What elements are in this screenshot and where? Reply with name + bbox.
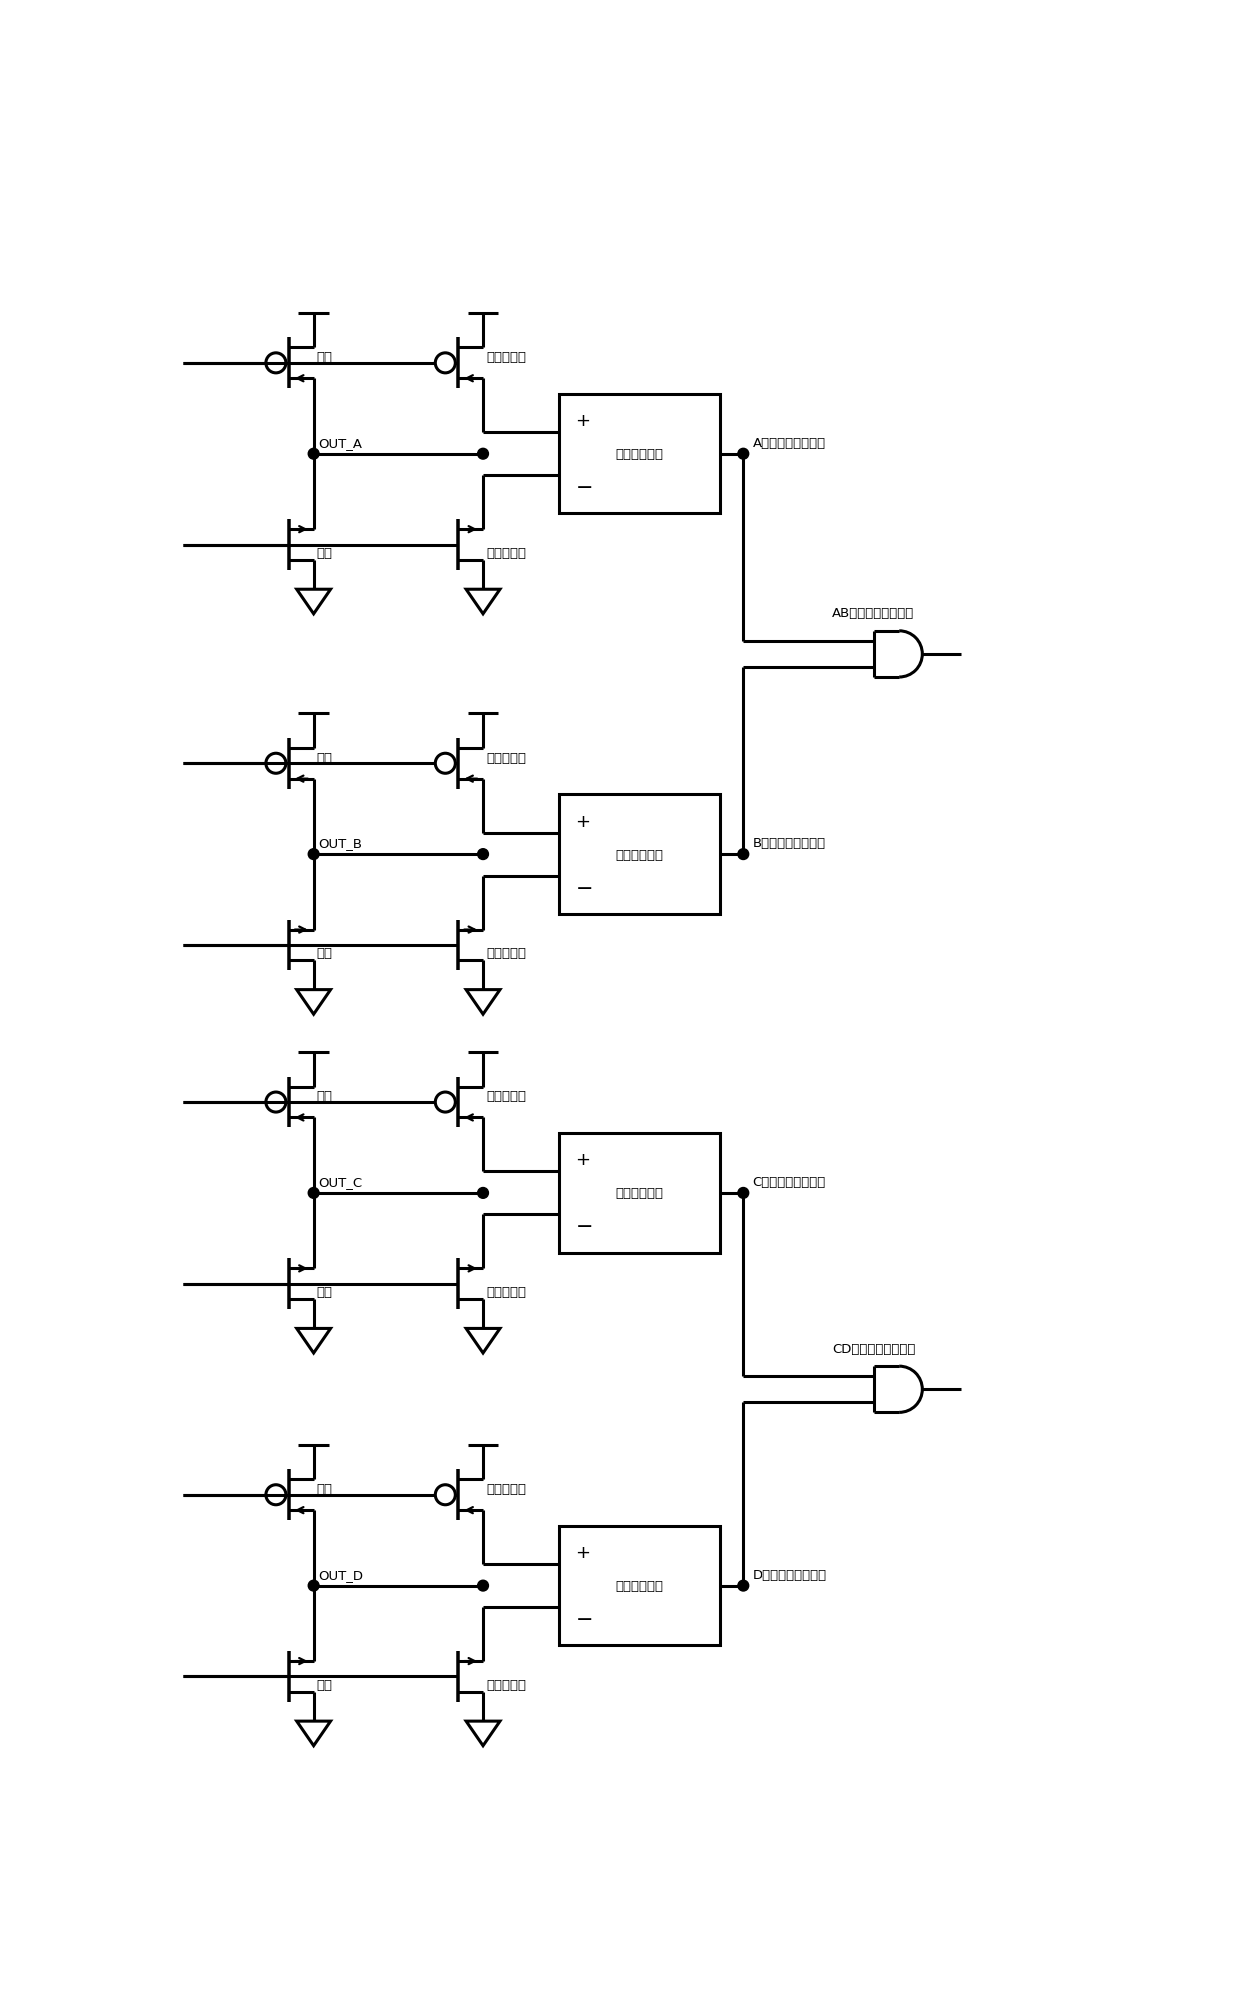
Text: 下管采样管: 下管采样管 bbox=[486, 1678, 526, 1690]
Text: OUT_A: OUT_A bbox=[319, 438, 362, 450]
Text: C通道过流指示输出: C通道过流指示输出 bbox=[753, 1175, 826, 1189]
Text: +: + bbox=[575, 412, 590, 430]
Bar bbox=[558, 795, 720, 915]
Text: 上管: 上管 bbox=[316, 1483, 332, 1495]
Text: OUT_D: OUT_D bbox=[319, 1568, 363, 1580]
Text: 上管采样管: 上管采样管 bbox=[486, 751, 526, 763]
Text: +: + bbox=[575, 1542, 590, 1560]
Text: OUT_B: OUT_B bbox=[319, 837, 362, 849]
Circle shape bbox=[309, 849, 319, 859]
Circle shape bbox=[309, 1189, 319, 1199]
Circle shape bbox=[477, 450, 489, 460]
Text: 上管采样管: 上管采样管 bbox=[486, 1089, 526, 1103]
Text: 过流检测模块: 过流检测模块 bbox=[615, 1578, 663, 1592]
Circle shape bbox=[477, 849, 489, 859]
Text: 上管采样管: 上管采样管 bbox=[486, 1483, 526, 1495]
Text: +: + bbox=[575, 813, 590, 831]
Bar bbox=[558, 1526, 720, 1646]
Circle shape bbox=[309, 1580, 319, 1590]
Circle shape bbox=[309, 450, 319, 460]
Text: 上管: 上管 bbox=[316, 751, 332, 763]
Text: −: − bbox=[575, 1217, 593, 1237]
Bar bbox=[558, 396, 720, 513]
Text: 过流检测模块: 过流检测模块 bbox=[615, 849, 663, 861]
Text: 下管: 下管 bbox=[316, 547, 332, 559]
Text: A通道过流指示输出: A通道过流指示输出 bbox=[753, 438, 826, 450]
Text: 下管: 下管 bbox=[316, 947, 332, 959]
Text: CD通道过流指示输出: CD通道过流指示输出 bbox=[832, 1343, 915, 1355]
Text: 过流检测模块: 过流检测模块 bbox=[615, 448, 663, 462]
Text: 下管采样管: 下管采样管 bbox=[486, 547, 526, 559]
Circle shape bbox=[738, 849, 749, 859]
Text: 上管采样管: 上管采样管 bbox=[486, 352, 526, 364]
Text: 上管: 上管 bbox=[316, 352, 332, 364]
Text: 下管: 下管 bbox=[316, 1285, 332, 1299]
Text: OUT_C: OUT_C bbox=[319, 1175, 362, 1189]
Circle shape bbox=[477, 1189, 489, 1199]
Circle shape bbox=[477, 1580, 489, 1590]
Bar bbox=[558, 1133, 720, 1253]
Text: B通道过流指示输出: B通道过流指示输出 bbox=[753, 837, 826, 849]
Text: −: − bbox=[575, 877, 593, 897]
Text: −: − bbox=[575, 1608, 593, 1628]
Text: 上管: 上管 bbox=[316, 1089, 332, 1103]
Text: 下管: 下管 bbox=[316, 1678, 332, 1690]
Circle shape bbox=[738, 450, 749, 460]
Text: 下管采样管: 下管采样管 bbox=[486, 947, 526, 959]
Text: 过流检测模块: 过流检测模块 bbox=[615, 1187, 663, 1201]
Text: −: − bbox=[575, 478, 593, 498]
Circle shape bbox=[738, 1580, 749, 1590]
Circle shape bbox=[738, 1189, 749, 1199]
Text: D通道过流指示输出: D通道过流指示输出 bbox=[753, 1568, 827, 1580]
Text: AB通道过流指示输出: AB通道过流指示输出 bbox=[832, 607, 914, 619]
Text: +: + bbox=[575, 1151, 590, 1169]
Text: 下管采样管: 下管采样管 bbox=[486, 1285, 526, 1299]
